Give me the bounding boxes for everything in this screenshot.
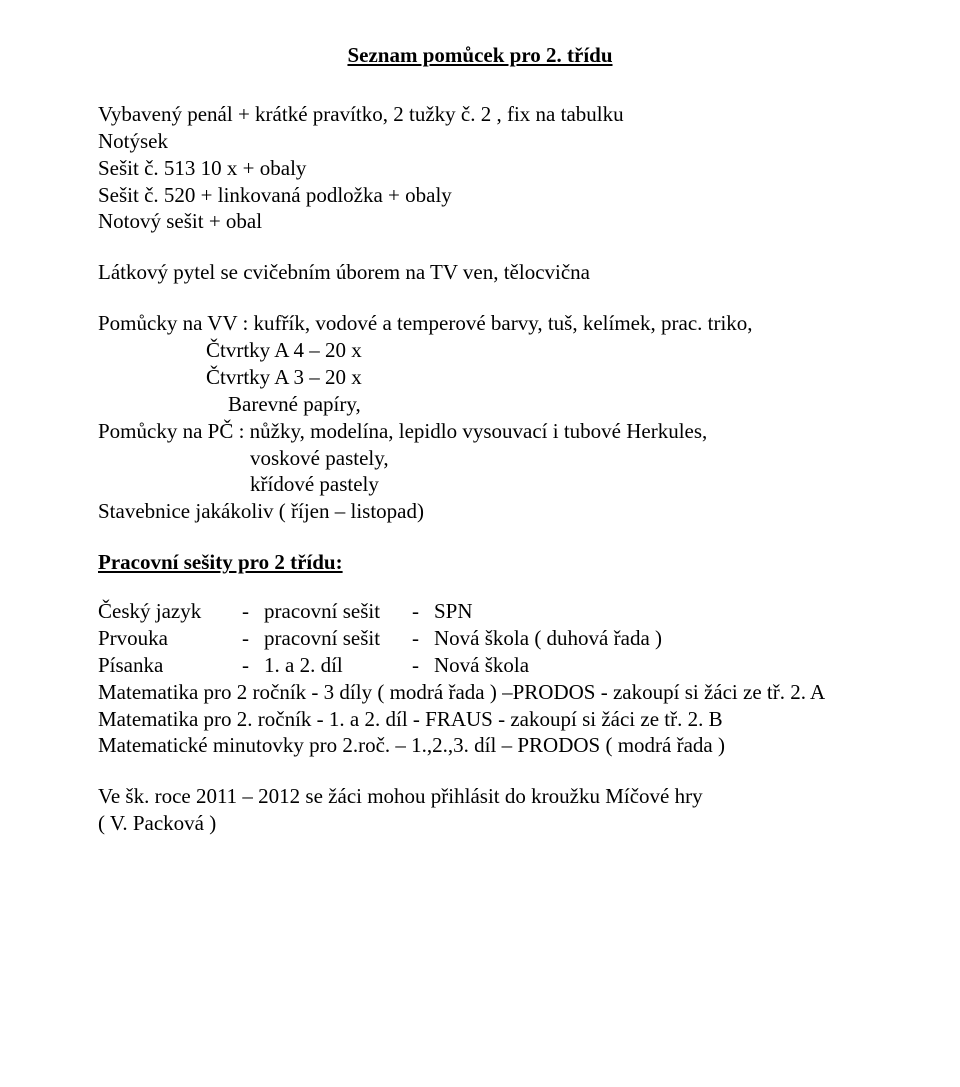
supplies-line: Sešit č. 513 10 x + obaly: [98, 155, 862, 182]
workbook-row: Prvouka - pracovní sešit - Nová škola ( …: [98, 625, 862, 652]
document-page: Seznam pomůcek pro 2. třídu Vybavený pen…: [0, 0, 960, 1087]
stavebnice-line: Stavebnice jakákoliv ( říjen – listopad): [98, 498, 862, 525]
wb-subject: Český jazyk: [98, 598, 242, 625]
supplies-line: Sešit č. 520 + linkovaná podložka + obal…: [98, 182, 862, 209]
text-line: Pomůcky na VV : kufřík, vodové a tempero…: [98, 310, 862, 337]
indent-line: voskové pastely,: [98, 445, 862, 472]
wb-subject: Prvouka: [98, 625, 242, 652]
indent-line: Čtvrtky A 3 – 20 x: [98, 364, 862, 391]
workbooks-heading: Pracovní sešity pro 2 třídu:: [98, 549, 862, 576]
workbook-row: Český jazyk - pracovní sešit - SPN: [98, 598, 862, 625]
workbook-row: Písanka - 1. a 2. díl - Nová škola: [98, 652, 862, 679]
wb-subject: Písanka: [98, 652, 242, 679]
wb-sep: -: [412, 598, 434, 625]
text-line: Pomůcky na PČ : nůžky, modelína, lepidlo…: [98, 418, 862, 445]
supplies-line: Notýsek: [98, 128, 862, 155]
wb-sep: -: [412, 652, 434, 679]
supplies-line: Vybavený penál + krátké pravítko, 2 tužk…: [98, 101, 862, 128]
latkovy-line: Látkový pytel se cvičebním úborem na TV …: [98, 259, 862, 286]
wb-source: SPN: [434, 598, 862, 625]
pom-pc-block: Pomůcky na PČ : nůžky, modelína, lepidlo…: [98, 418, 862, 499]
page-title: Seznam pomůcek pro 2. třídu: [98, 42, 862, 69]
wb-kind: pracovní sešit: [264, 598, 412, 625]
wb-kind: 1. a 2. díl: [264, 652, 412, 679]
footer-block: Ve šk. roce 2011 – 2012 se žáci mohou př…: [98, 783, 862, 837]
wb-source: Nová škola: [434, 652, 862, 679]
wb-sep: -: [242, 598, 264, 625]
math-line: Matematika pro 2 ročník - 3 díly ( modrá…: [98, 679, 862, 706]
wb-source: Nová škola ( duhová řada ): [434, 625, 862, 652]
wb-sep: -: [242, 625, 264, 652]
wb-sep: -: [412, 625, 434, 652]
workbooks-table: Český jazyk - pracovní sešit - SPN Prvou…: [98, 598, 862, 679]
supplies-block: Vybavený penál + krátké pravítko, 2 tužk…: [98, 101, 862, 235]
indent-line: Čtvrtky A 4 – 20 x: [98, 337, 862, 364]
math-line: Matematické minutovky pro 2.roč. – 1.,2.…: [98, 732, 862, 759]
footer-line: Ve šk. roce 2011 – 2012 se žáci mohou př…: [98, 783, 862, 810]
indent-line: Barevné papíry,: [98, 391, 862, 418]
math-line: Matematika pro 2. ročník - 1. a 2. díl -…: [98, 706, 862, 733]
supplies-line: Notový sešit + obal: [98, 208, 862, 235]
math-block: Matematika pro 2 ročník - 3 díly ( modrá…: [98, 679, 862, 760]
wb-sep: -: [242, 652, 264, 679]
indent-line: křídové pastely: [98, 471, 862, 498]
text-line: Látkový pytel se cvičebním úborem na TV …: [98, 259, 862, 286]
wb-kind: pracovní sešit: [264, 625, 412, 652]
text-line: Stavebnice jakákoliv ( říjen – listopad): [98, 498, 862, 525]
pom-vv-block: Pomůcky na VV : kufřík, vodové a tempero…: [98, 310, 862, 418]
footer-line: ( V. Packová ): [98, 810, 862, 837]
